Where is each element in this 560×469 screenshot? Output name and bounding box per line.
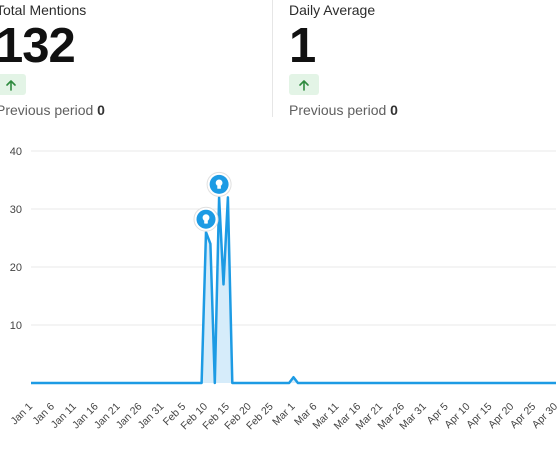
trend-badge: [289, 74, 319, 95]
series-area: [31, 197, 556, 383]
y-tick-label: 10: [10, 320, 22, 332]
stat-daily-average: Daily Average 1 Previous period 0: [289, 0, 398, 119]
previous-period-label: Previous period: [0, 102, 94, 118]
previous-period-label: Previous period: [289, 102, 387, 118]
stat-value: 1: [289, 19, 316, 73]
lightbulb-icon: [215, 179, 223, 189]
x-tick-label: Jan 1: [8, 401, 35, 428]
y-tick-label: 30: [10, 204, 22, 216]
lightbulb-icon: [202, 214, 210, 224]
y-tick-label: 40: [10, 146, 22, 158]
x-tick-label: Mar 1: [270, 401, 298, 429]
stat-total-mentions: Total Mentions 132 Previous period 0: [0, 0, 105, 119]
annotation-marker[interactable]: [206, 171, 232, 197]
x-tick-label: Apr 30: [530, 401, 560, 431]
stat-label: Daily Average: [289, 2, 376, 18]
previous-period: Previous period 0: [0, 102, 105, 119]
previous-period-value: 0: [97, 102, 105, 118]
stat-divider: [272, 0, 273, 117]
trend-badge: [0, 74, 26, 95]
arrow-up-icon: [6, 79, 16, 91]
previous-period-value: 0: [390, 102, 398, 118]
stat-value: 132: [0, 19, 76, 73]
y-tick-label: 20: [10, 262, 22, 274]
annotation-marker[interactable]: [193, 206, 219, 232]
chart-series: [31, 196, 556, 385]
stat-label: Total Mentions: [0, 2, 87, 18]
chart-grid: [31, 150, 556, 326]
arrow-up-icon: [299, 79, 309, 91]
series-line: [31, 196, 556, 385]
y-axis: 10 20 30 40: [10, 146, 22, 332]
chart-annotations: [193, 171, 232, 232]
previous-period: Previous period 0: [289, 102, 398, 119]
